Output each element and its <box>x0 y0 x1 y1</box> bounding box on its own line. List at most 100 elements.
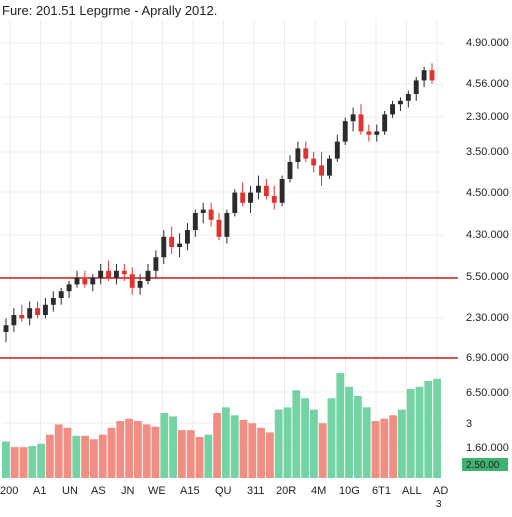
volume-bar <box>134 421 142 478</box>
x-tick-label: QU <box>215 485 232 497</box>
volume-bar <box>178 430 186 478</box>
candle-body <box>334 141 340 159</box>
volume-bar <box>28 446 37 478</box>
candle-body <box>200 209 206 213</box>
candle-body <box>240 192 246 203</box>
candle-body <box>255 185 261 193</box>
volume-bar <box>257 427 265 478</box>
x-axis: 200 A1 UN AS JN WE A15 QU 311 20R 4M 10G 6T1 ALL AD 3 <box>0 485 448 510</box>
volume-bar <box>54 424 63 478</box>
y-tick-label: 4.50.000 <box>466 187 509 199</box>
volume-bar <box>160 413 169 478</box>
price-tag <box>462 458 508 471</box>
volume-bar <box>336 373 345 478</box>
y-tick-label: 4.56.000 <box>466 78 509 90</box>
candle-body <box>106 270 112 278</box>
candle-body <box>58 291 64 298</box>
volume-bar <box>266 432 274 478</box>
candle-body <box>42 304 48 315</box>
volume-bar <box>90 439 98 478</box>
volume-bar <box>2 441 10 478</box>
volume-bar <box>274 409 283 478</box>
candle-body <box>382 114 388 132</box>
volume-bar <box>345 386 353 478</box>
y-tick-label: 2.30.000 <box>466 312 509 324</box>
volume-bar <box>318 423 327 478</box>
candle-body <box>145 270 151 281</box>
volume-bar <box>10 447 19 478</box>
candle-body <box>35 308 41 315</box>
candle-body <box>224 213 230 237</box>
volume-bar <box>46 434 54 478</box>
volume-bar <box>310 409 318 478</box>
volume-bar <box>222 407 230 478</box>
candle-body <box>374 131 380 135</box>
candle-body <box>192 213 198 230</box>
volume-bar <box>415 386 424 478</box>
volume-bar <box>424 381 433 478</box>
y-tick-label: 6.50.000 <box>466 387 509 399</box>
volume-bar <box>354 395 362 478</box>
x-tick-label: ALL <box>402 485 422 497</box>
candle-body <box>82 277 88 285</box>
candle-body <box>113 270 119 278</box>
x-tick-label: AD <box>433 485 448 497</box>
y-tick-label: 3 <box>466 418 472 430</box>
y-tick-label: 3.50.000 <box>466 146 509 158</box>
candle-body <box>295 148 301 162</box>
candle-body <box>208 209 214 220</box>
candle-body <box>27 308 33 319</box>
candle-body <box>397 100 403 105</box>
volume-bar <box>151 426 160 478</box>
x-tick-sublabel: 3 <box>436 499 442 510</box>
candle-body <box>303 148 309 159</box>
candle-body <box>342 121 348 142</box>
candle-body <box>279 179 285 203</box>
volume-bar <box>169 416 177 478</box>
volume-bars <box>2 373 441 478</box>
volume-bar <box>213 413 221 478</box>
volume-bar <box>380 418 389 478</box>
volume-bar <box>19 447 28 478</box>
volume-bar <box>239 419 248 478</box>
volume-bar <box>72 435 81 478</box>
y-tick-label: 2.30.000 <box>466 111 509 123</box>
volume-bar <box>371 421 380 478</box>
candle-body <box>271 196 277 203</box>
volume-bar <box>37 443 45 478</box>
x-tick-label: AS <box>91 485 106 497</box>
candle-body <box>287 162 293 179</box>
candle-body <box>161 236 167 258</box>
candle-body <box>390 104 396 115</box>
x-tick-label: 311 <box>247 485 265 497</box>
volume-bar <box>142 424 151 478</box>
candle-body <box>3 325 9 332</box>
candle-body <box>90 277 96 285</box>
x-tick-label: 4M <box>311 485 326 497</box>
chart-title: Fure: 201.51 Lepgrme - Aprally 2012. <box>2 3 218 18</box>
volume-bar <box>107 427 116 478</box>
y-tick-label: 5.50.000 <box>466 271 509 283</box>
candle-body <box>421 70 427 81</box>
volume-bar <box>283 407 292 478</box>
candle-body <box>11 315 17 326</box>
y-tick-label: 6.90.000 <box>466 352 509 364</box>
volume-bar <box>362 407 371 478</box>
volume-bar <box>63 427 72 478</box>
candle-body <box>319 165 325 176</box>
y-axis: 4.90.000 4.56.000 2.30.000 3.50.000 4.50.000… <box>462 37 509 471</box>
volume-bar <box>195 436 204 478</box>
candles <box>3 63 435 343</box>
x-tick-label: 20R <box>276 485 296 497</box>
volume-bar <box>389 415 397 478</box>
volume-bar <box>398 409 406 478</box>
volume-bar <box>230 415 239 478</box>
x-tick-label: 10G <box>339 485 360 497</box>
candle-body <box>248 192 254 203</box>
volume-bar <box>204 434 213 478</box>
volume-bar <box>116 421 125 478</box>
candle-body <box>350 114 356 122</box>
candle-body <box>169 236 175 247</box>
candle-body <box>326 158 332 176</box>
